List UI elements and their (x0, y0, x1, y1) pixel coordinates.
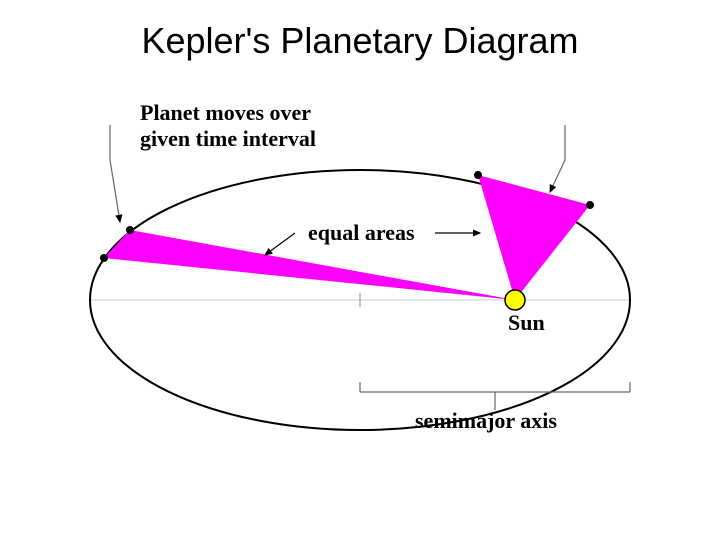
kepler-diagram: Planet moves over given time interval eq… (60, 100, 660, 500)
planet-dot (586, 201, 594, 209)
planet-moves-label-line1: Planet moves over (140, 100, 316, 126)
planet-dot (100, 254, 108, 262)
planet-moves-label-line2: given time interval (140, 126, 316, 152)
page-title: Kepler's Planetary Diagram (0, 20, 720, 62)
right-sweep-area (478, 175, 590, 300)
sun-icon (505, 290, 525, 310)
equal-areas-label: equal areas (308, 220, 415, 246)
diagram-svg (60, 100, 660, 500)
leader-line-right (550, 125, 565, 192)
planet-moves-label: Planet moves over given time interval (140, 100, 316, 152)
planet-dot (474, 171, 482, 179)
semimajor-axis-label: semimajor axis (415, 408, 557, 434)
planet-dot (126, 226, 134, 234)
sun-label: Sun (508, 310, 545, 336)
leader-line-left (110, 125, 120, 222)
equal-areas-arrow-left (265, 233, 295, 255)
